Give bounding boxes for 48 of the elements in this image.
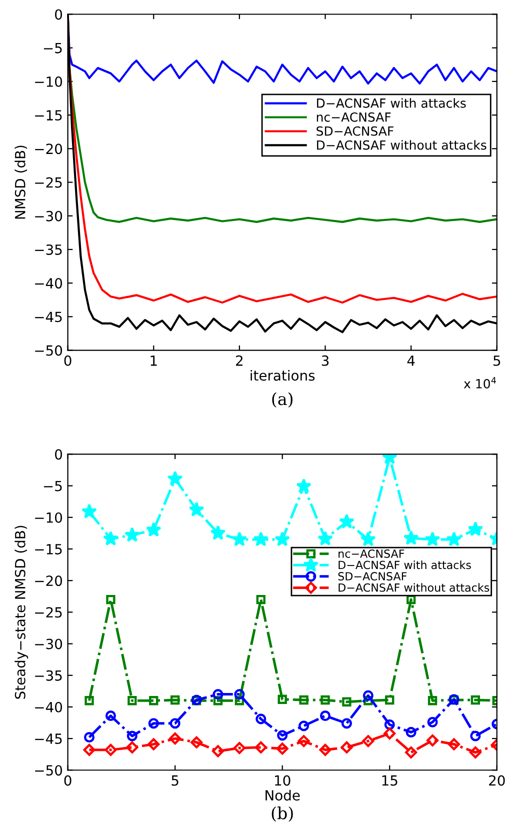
y-axis-title: Steady−state NMSD (dB) — [14, 526, 28, 699]
legend-label: SD−ACNSAF — [338, 572, 407, 580]
y-tick-label: −5 — [44, 43, 62, 54]
legend-label: D−ACNSAF with attacks — [317, 98, 466, 108]
y-tick-label: −25 — [35, 177, 62, 188]
legend-label: D−ACNSAF with attacks — [338, 560, 471, 570]
text: (a) — [272, 392, 292, 408]
y-tick-label: −10 — [35, 76, 62, 87]
y-tick-label: −50 — [35, 765, 62, 776]
y-tick-label: −45 — [35, 312, 62, 322]
x-tick-label: 15 — [382, 775, 398, 786]
y-tick-label: 0 — [55, 9, 62, 20]
x-axis-title: iterations — [250, 370, 315, 381]
y-tick-label: −35 — [35, 244, 62, 255]
y-tick-label: −10 — [35, 512, 62, 523]
x-tick-label: 1 — [150, 356, 157, 366]
x-axis-title: Node — [266, 790, 300, 801]
legend-label: SD−ACNSAF — [316, 126, 394, 136]
y-tick-label: −15 — [35, 544, 62, 554]
legend-label: D−ACNSAF without attacks — [338, 583, 490, 592]
legend-label: nc−ACNSAF — [338, 549, 404, 558]
x-tick-label: 0 — [64, 355, 72, 366]
y-tick-label: −30 — [35, 210, 62, 222]
y-tick-label: −5 — [44, 480, 62, 492]
x-tick-label: 5 — [172, 775, 178, 786]
y-axis-title: NMSD (dB) — [14, 146, 28, 219]
x-tick-label: 0 — [64, 775, 72, 786]
y-tick-label: −45 — [35, 734, 62, 744]
x-tick-label: 3 — [322, 355, 329, 366]
y-tick-label: −20 — [35, 144, 62, 154]
text: (b) — [272, 806, 293, 822]
y-tick-label: −35 — [35, 670, 62, 681]
x-tick-label: 4 — [407, 356, 415, 366]
x-tick-label: 5 — [494, 356, 500, 366]
y-tick-label: −20 — [35, 576, 62, 586]
text: x 10$^{4}$ — [464, 377, 496, 388]
y-tick-label: −40 — [35, 278, 62, 289]
y-tick-label: −50 — [35, 345, 62, 356]
x-tick-label: 10 — [275, 775, 290, 786]
x-tick-label: 2 — [236, 355, 242, 366]
legend-label: D−ACNSAF without attacks — [317, 140, 486, 150]
y-tick-label: −15 — [35, 110, 62, 121]
y-tick-label: −25 — [35, 607, 62, 618]
y-tick-label: −30 — [35, 638, 62, 650]
legend-label: nc−ACNSAF — [316, 112, 391, 122]
y-tick-label: −40 — [35, 702, 62, 712]
x-tick-label: 20 — [489, 775, 505, 786]
y-tick-label: 0 — [55, 449, 62, 460]
